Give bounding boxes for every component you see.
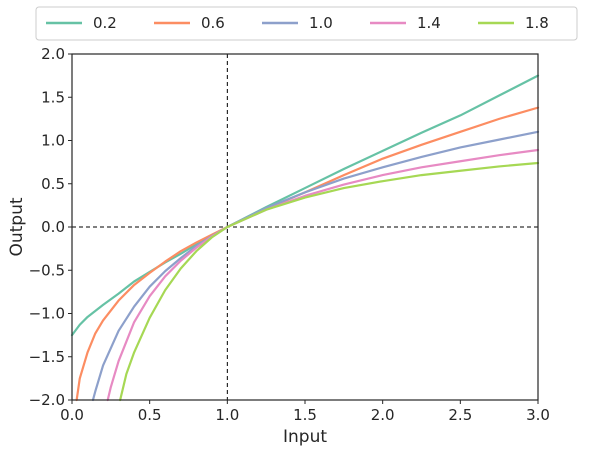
legend-label-0: 0.2 (93, 14, 117, 32)
legend-label-4: 1.8 (525, 14, 549, 32)
legend: 0.2 0.6 1.0 1.4 1.8 (35, 6, 578, 41)
y-tick-label: −2.0 (29, 391, 65, 409)
x-tick-label: 1.0 (215, 406, 239, 424)
x-tick-label: 1.5 (293, 406, 317, 424)
y-axis-label: Output (7, 197, 27, 256)
x-tick-label: 0.5 (138, 406, 162, 424)
x-tick-label: 0.0 (60, 406, 84, 424)
x-axis-label: Input (283, 427, 327, 447)
legend-label-3: 1.4 (417, 14, 441, 32)
x-axis: 0.0 0.5 1.0 1.5 2.0 2.5 3.0 (60, 400, 550, 424)
y-tick-label: 1.5 (41, 88, 65, 106)
legend-label-2: 1.0 (309, 14, 333, 32)
y-tick-label: −1.0 (29, 305, 65, 323)
plot-area (70, 53, 540, 402)
x-tick-label: 2.0 (371, 406, 395, 424)
y-axis: 2.0 1.5 1.0 0.5 0.0 −0.5 −1.0 −1.5 −2.0 (29, 45, 72, 409)
series-line-4 (119, 161, 540, 402)
y-tick-label: −1.5 (29, 348, 65, 366)
legend-frame (35, 6, 578, 41)
x-tick-label: 2.5 (448, 406, 472, 424)
y-tick-label: −0.5 (29, 261, 65, 279)
y-tick-label: 0.5 (41, 175, 65, 193)
y-tick-label: 0.0 (41, 218, 65, 236)
series-line-1 (75, 106, 540, 402)
y-tick-label: 2.0 (41, 45, 65, 63)
x-tick-label: 3.0 (526, 406, 550, 424)
y-tick-label: 1.0 (41, 132, 65, 150)
legend-label-1: 0.6 (201, 14, 225, 32)
